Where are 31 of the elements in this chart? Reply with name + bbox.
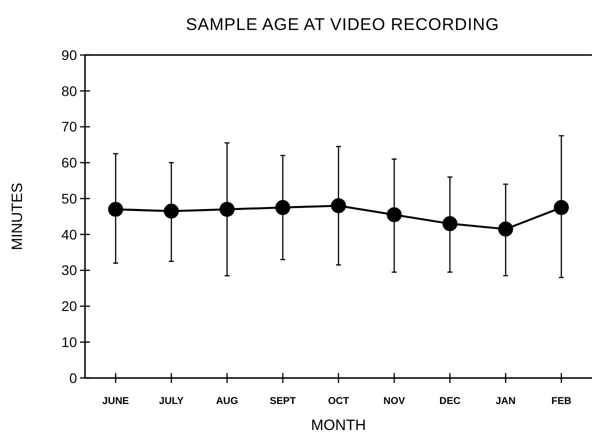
chart-title: SAMPLE AGE AT VIDEO RECORDING: [186, 15, 500, 34]
point: [220, 202, 235, 217]
x-tick-label: NOV: [383, 396, 406, 407]
y-tick-label: 70: [61, 118, 78, 135]
x-tick-label: FEB: [551, 396, 572, 407]
y-tick-label: 40: [61, 226, 78, 242]
x-tick-label: SEPT: [270, 396, 296, 407]
point: [498, 222, 514, 237]
point: [108, 202, 124, 217]
y-tick-label: 30: [61, 262, 78, 278]
point: [386, 207, 402, 222]
y-tick-label: 60: [61, 154, 78, 171]
y-tick-label: 10: [61, 334, 78, 350]
y-tick-label: 0: [69, 370, 78, 386]
y-tick-label: 50: [61, 190, 78, 206]
x-tick-label: DEC: [439, 396, 460, 407]
x-tick-label: JAN: [496, 396, 516, 407]
point: [554, 200, 569, 216]
x-axis-title: MONTH: [311, 417, 366, 434]
point: [442, 216, 458, 232]
x-tick-label: JULY: [159, 396, 184, 407]
x-tick-label: AUG: [216, 396, 238, 407]
y-axis-title: MINUTES: [9, 182, 26, 250]
point: [164, 204, 179, 219]
point: [275, 200, 290, 216]
y-tick-label: 20: [61, 298, 78, 314]
y-tick-label: 90: [61, 46, 78, 63]
x-tick-label: OCT: [328, 396, 350, 407]
y-tick-label: 80: [61, 82, 78, 99]
point: [331, 198, 346, 214]
x-tick-label: JUNE: [102, 396, 130, 407]
